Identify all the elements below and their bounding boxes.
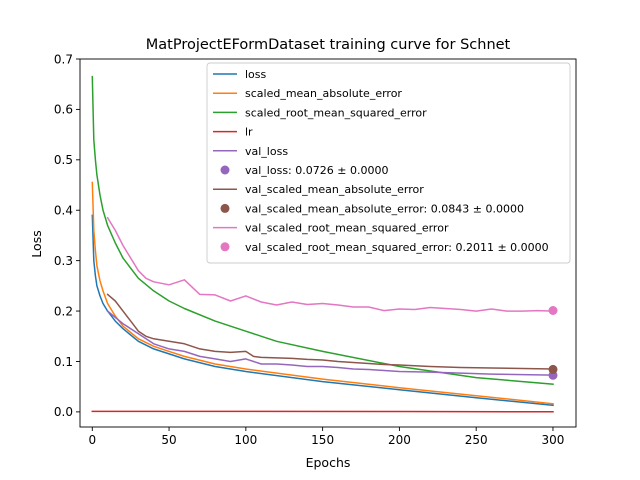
y-tick-label: 0.3 [54,254,73,268]
x-tick-label: 100 [234,433,257,447]
axes: 0 50 100 150 200 250 300 0.0 0.1 0.2 0.3 0.4 0.5 0.6 0… [54,52,577,447]
legend-label-val-scaled-root-mean-squared-error: val_scaled_root_mean_squared_error [245,222,449,235]
legend-label-loss: loss [245,68,267,81]
y-tick-label: 0.5 [54,153,73,167]
series-line-val-scaled-mean-absolute-error [106,293,554,370]
y-tick-label: 0.6 [54,103,73,117]
series-point-val-scaled-mean-absolute-error [548,364,558,374]
series-point-val-scaled-root-mean-squared-error [548,306,558,315]
series-line-val-scaled-root-mean-squared-error [106,216,554,312]
series-line-val-loss [106,310,554,376]
x-tick-label: 50 [161,433,176,447]
y-tick-label: 0.0 [54,405,73,419]
legend-label-val-scaled-root-mean-squared-error: val_scaled_root_mean_squared_error: 0.20… [245,241,549,254]
legend-label-lr: lr [245,126,253,139]
legend-label-val-scaled-mean-absolute-error: val_scaled_mean_absolute_error: 0.0843 ±… [245,202,524,215]
legend-box [206,62,571,264]
x-tick-label: 250 [465,433,488,447]
y-tick-label: 0.4 [54,204,73,218]
series-line-scaled-mean-absolute-error [91,181,554,405]
legend-marker-val-scaled-root-mean-squared-error [220,242,230,252]
series-line-loss [91,214,554,407]
legend-marker-val-scaled-mean-absolute-error [220,203,230,213]
x-tick-label: 0 [88,433,96,447]
x-tick-label: 300 [542,433,565,447]
x-axis-label: Epochs [306,455,351,470]
series-line-scaled-root-mean-squared-error [91,75,554,386]
legend-label-scaled-root-mean-squared-error: scaled_root_mean_squared_error [245,106,427,119]
legend-label-val-loss: val_loss: 0.0726 ± 0.0000 [245,164,388,177]
legend-label-scaled-mean-absolute-error: scaled_mean_absolute_error [245,87,402,100]
x-tick-label: 150 [311,433,334,447]
series-group [91,75,558,413]
y-tick-label: 0.2 [54,304,73,318]
y-tick-label: 0.1 [54,355,73,369]
legend-label-val-scaled-mean-absolute-error: val_scaled_mean_absolute_error [245,183,424,196]
axes-frame [79,58,577,428]
x-tick-label: 200 [388,433,411,447]
plot-area [91,75,558,413]
chart-title: MatProjectEFormDataset training curve fo… [146,37,511,53]
legend: loss scaled_mean_absolute_error scaled_roo… [206,62,571,264]
legend-label-val-loss: val_loss [245,145,288,158]
legend-marker-val-loss [220,165,230,175]
y-axis-label: Loss [29,230,44,257]
y-tick-label: 0.7 [54,52,73,66]
